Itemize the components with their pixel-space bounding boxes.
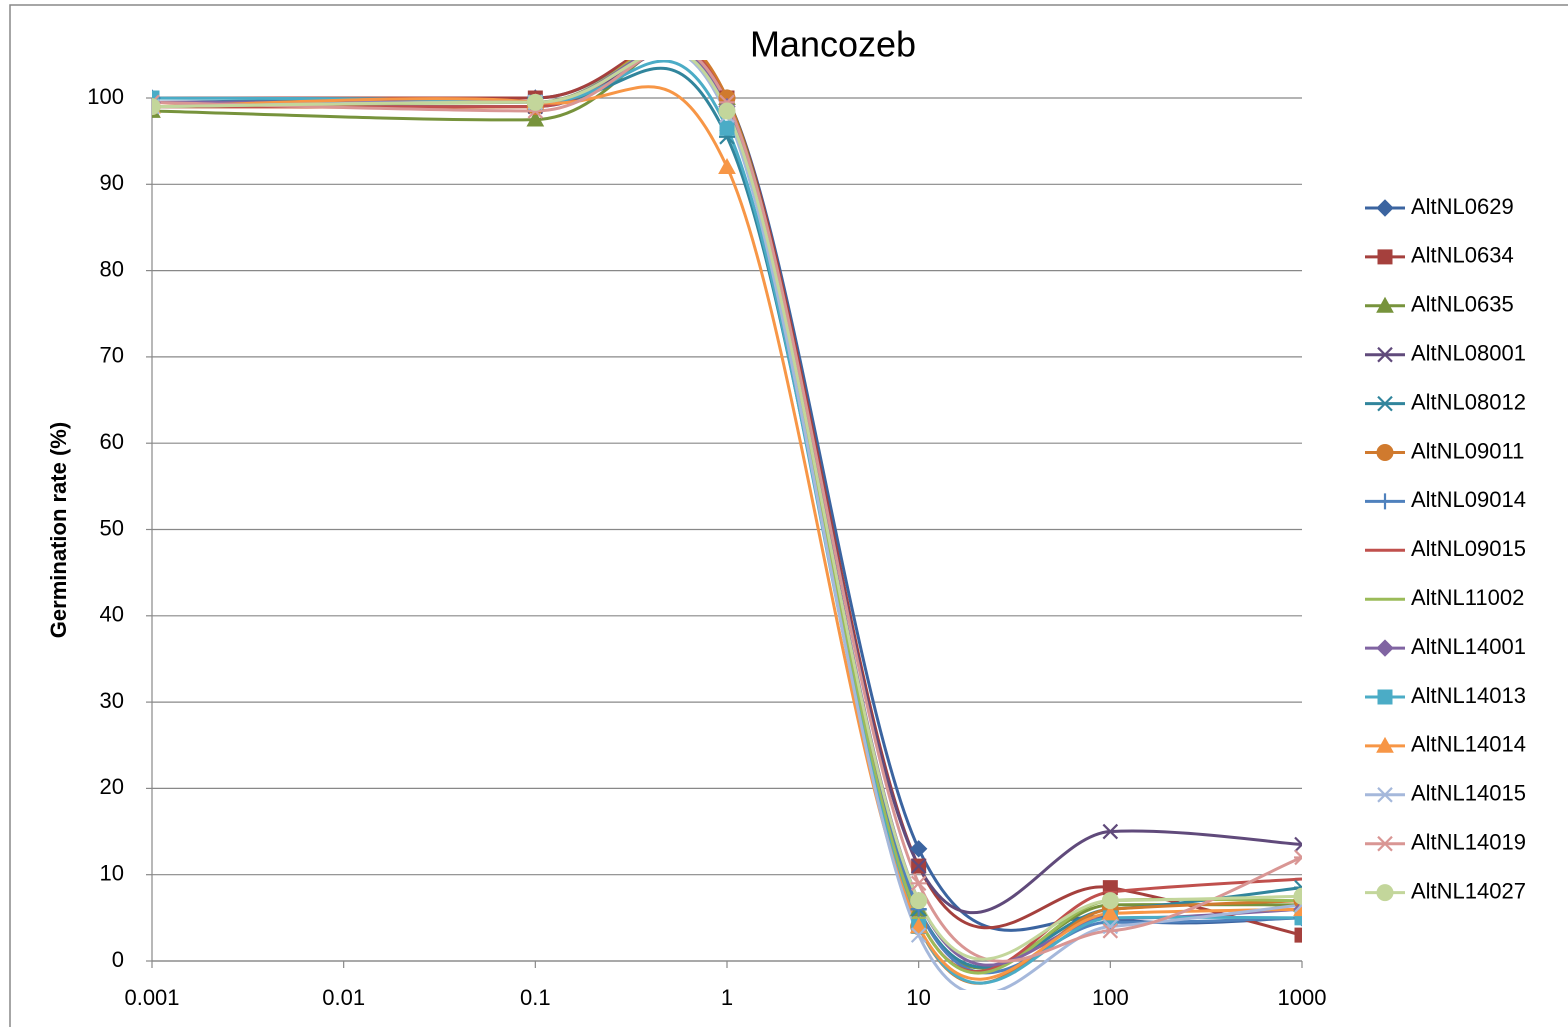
legend-label: AltNL08001 bbox=[1411, 341, 1526, 366]
y-tick-label: 70 bbox=[100, 343, 124, 368]
plot-area bbox=[152, 60, 1302, 990]
legend-label: AltNL14001 bbox=[1411, 634, 1526, 659]
x-tick-label: 0.01 bbox=[322, 985, 365, 1010]
chart-border bbox=[9, 4, 1568, 1032]
marker bbox=[1377, 835, 1393, 852]
x-tick-label: 0.1 bbox=[520, 985, 551, 1010]
y-tick-label: 100 bbox=[87, 84, 124, 109]
marker bbox=[1377, 689, 1393, 705]
marker bbox=[1377, 249, 1393, 265]
marker bbox=[1377, 787, 1393, 803]
legend-label: AltNL09015 bbox=[1411, 536, 1526, 561]
marker bbox=[910, 892, 928, 910]
marker bbox=[909, 917, 928, 934]
marker bbox=[1377, 493, 1393, 510]
x-tick-label: 0.001 bbox=[124, 985, 179, 1010]
legend-label: AltNL0629 bbox=[1411, 194, 1514, 219]
y-tick-label: 40 bbox=[100, 602, 124, 627]
series-line bbox=[152, 60, 1302, 961]
x-tick-label: 1 bbox=[721, 985, 733, 1010]
legend-label: AltNL08012 bbox=[1411, 389, 1526, 414]
marker bbox=[1101, 904, 1120, 921]
marker bbox=[910, 858, 927, 874]
legend-label: AltNL0635 bbox=[1411, 292, 1514, 317]
marker bbox=[1377, 395, 1393, 412]
marker bbox=[910, 927, 927, 943]
y-tick-label: 60 bbox=[100, 429, 124, 454]
y-tick-label: 10 bbox=[100, 861, 124, 886]
x-tick-label: 100 bbox=[1092, 985, 1129, 1010]
marker bbox=[1377, 346, 1393, 363]
marker bbox=[152, 98, 161, 116]
marker bbox=[1294, 849, 1302, 866]
marker bbox=[1376, 296, 1394, 313]
series-line bbox=[152, 85, 1302, 981]
marker bbox=[1294, 927, 1302, 943]
y-axis-label: Germination rate (%) bbox=[46, 422, 71, 638]
y-tick-label: 30 bbox=[100, 688, 124, 713]
marker bbox=[909, 840, 928, 858]
marker bbox=[1294, 910, 1302, 926]
y-tick-label: 20 bbox=[100, 774, 124, 799]
x-tick-label: 10 bbox=[906, 985, 930, 1010]
marker bbox=[1376, 639, 1394, 657]
marker bbox=[718, 102, 736, 120]
marker bbox=[719, 120, 735, 136]
legend-label: AltNL14027 bbox=[1411, 878, 1526, 903]
y-tick-label: 80 bbox=[100, 256, 124, 281]
legend-label: AltNL09011 bbox=[1411, 438, 1524, 463]
marker bbox=[1101, 892, 1119, 910]
legend-label: AltNL14013 bbox=[1411, 683, 1526, 708]
marker bbox=[1376, 199, 1394, 217]
marker bbox=[1376, 736, 1394, 753]
marker bbox=[526, 110, 545, 127]
marker bbox=[1376, 884, 1394, 902]
marker bbox=[1294, 836, 1302, 853]
marker bbox=[526, 93, 544, 111]
legend-label: AltNL0634 bbox=[1411, 243, 1514, 268]
legend-label: AltNL09014 bbox=[1411, 487, 1526, 512]
legend-label: AltNL11002 bbox=[1411, 585, 1524, 610]
marker bbox=[1102, 923, 1119, 939]
series-line bbox=[152, 60, 1302, 937]
x-tick-label: 1000 bbox=[1278, 985, 1327, 1010]
chart-title: Mancozeb bbox=[750, 24, 916, 65]
y-tick-label: 0 bbox=[112, 947, 124, 972]
marker bbox=[718, 158, 736, 174]
y-tick-label: 50 bbox=[100, 515, 124, 540]
legend-label: AltNL14019 bbox=[1411, 830, 1526, 855]
marker bbox=[1102, 823, 1119, 840]
marker bbox=[1293, 887, 1302, 905]
legend-label: AltNL14014 bbox=[1411, 732, 1526, 757]
marker bbox=[1376, 444, 1394, 461]
legend-label: AltNL14015 bbox=[1411, 781, 1526, 806]
y-tick-label: 90 bbox=[100, 170, 124, 195]
marker bbox=[910, 875, 927, 892]
